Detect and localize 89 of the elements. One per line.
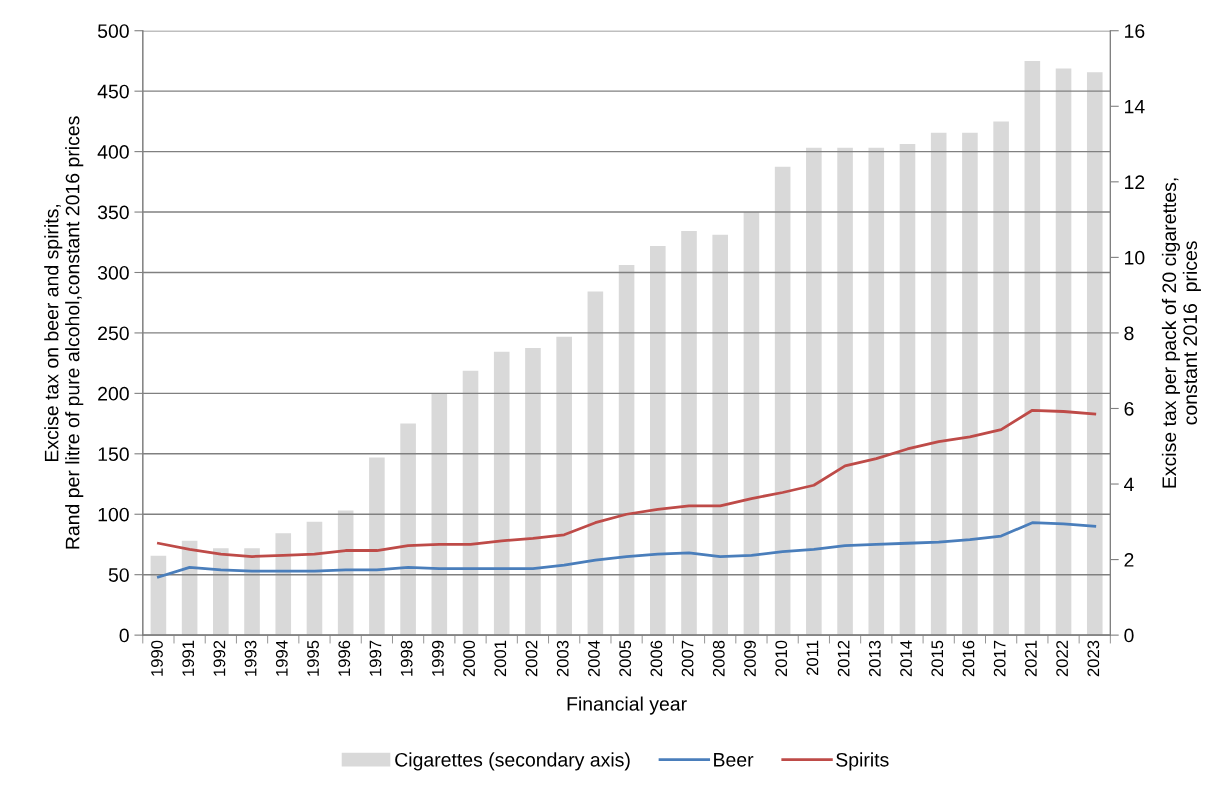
y-axis-title: Excise tax on beer and spirits, Rand per litre of pure alcohol,constant 2016 prices — [44, 116, 84, 549]
bar — [275, 533, 292, 636]
bar — [462, 370, 479, 636]
y2-tick-label: 16 — [1125, 24, 1145, 38]
x-tick-label: 2008 — [712, 640, 725, 677]
bar — [774, 166, 791, 636]
bar — [1086, 72, 1103, 636]
line-series — [157, 408, 1097, 558]
x-tick-label: 2013 — [868, 640, 881, 677]
y2-tick-label: 0 — [1124, 628, 1134, 643]
y-tick-label: 100 — [98, 507, 129, 522]
y2-tick-label: 8 — [1124, 326, 1134, 341]
bar — [1024, 60, 1041, 636]
bar — [369, 457, 385, 636]
y-tick-label: 250 — [98, 326, 129, 341]
x-tick-label: 2004 — [588, 640, 600, 677]
x-tick-label: 2006 — [650, 640, 663, 677]
x-tick-label: 2003 — [556, 640, 569, 677]
x-tick-label: 1990 — [151, 640, 163, 676]
bar — [493, 351, 510, 636]
bar — [525, 348, 541, 636]
x-tick-label: 1995 — [307, 640, 319, 676]
bar — [244, 548, 260, 636]
bar — [1055, 68, 1072, 636]
x-tick-label: 2014 — [900, 640, 912, 677]
x-tick-label: 2021 — [1025, 640, 1037, 677]
x-axis-title: Financial year — [567, 696, 687, 715]
y-tick-label: 400 — [97, 145, 129, 159]
bar — [587, 291, 604, 636]
bar — [806, 147, 822, 636]
bar — [431, 393, 448, 636]
x-tick-label: 2017 — [993, 640, 1006, 677]
bar — [337, 510, 354, 636]
x-tick-label: 1994 — [275, 640, 288, 676]
bar — [837, 147, 853, 636]
bar — [213, 548, 229, 636]
y-tick-label: 200 — [98, 386, 129, 401]
bar — [712, 234, 729, 636]
x-tick-label: 1997 — [369, 640, 382, 676]
x-tick-label: 2023 — [1087, 640, 1100, 677]
y-tick-label: 500 — [97, 24, 129, 38]
x-tick-label: 1992 — [213, 640, 226, 676]
y-tick-label: 350 — [97, 205, 129, 220]
x-tick-label: 2000 — [463, 640, 475, 677]
x-tick-label: 2010 — [775, 640, 788, 677]
x-tick-label: 1991 — [182, 640, 195, 676]
y2-tick-label: 4 — [1124, 477, 1134, 492]
legend-label: Spirits — [836, 752, 889, 771]
x-tick-label: 2002 — [525, 640, 538, 677]
x-tick-label: 2016 — [962, 640, 975, 677]
y2-tick-label: 14 — [1125, 99, 1145, 114]
line-series — [157, 521, 1097, 579]
bar — [930, 132, 947, 636]
x-tick-label: 2015 — [931, 640, 944, 677]
y-tick-label: 0 — [119, 628, 129, 643]
bar — [962, 132, 978, 636]
y2-axis-title: Excise tax per pack of 20 cigarettes, constant 2016 prices — [1161, 178, 1201, 488]
bar — [681, 230, 697, 636]
bar — [556, 336, 572, 636]
x-tick-label: 2007 — [681, 640, 694, 677]
legend-label: Beer — [714, 753, 754, 767]
x-tick-label: 2005 — [619, 640, 632, 677]
bar — [400, 423, 416, 636]
bar — [743, 212, 760, 636]
y2-tick-label: 2 — [1124, 553, 1134, 567]
bar — [306, 521, 323, 636]
x-tick-label: 1998 — [400, 640, 413, 676]
bar — [649, 246, 666, 636]
legend-label: Cigarettes (secondary axis) — [395, 752, 630, 771]
y2-tick-label: 10 — [1125, 250, 1145, 265]
bar — [993, 121, 1009, 636]
y-tick-label: 150 — [98, 447, 129, 462]
bar — [618, 264, 635, 636]
x-tick-label: 2022 — [1056, 640, 1069, 677]
x-tick-label: 2011 — [806, 640, 819, 675]
x-tick-label: 1993 — [244, 640, 257, 676]
x-tick-label: 1999 — [431, 640, 444, 676]
x-tick-label: 2012 — [837, 640, 850, 677]
bar — [150, 555, 167, 636]
y2-tick-label: 6 — [1124, 401, 1134, 416]
bar — [868, 147, 885, 636]
y-tick-label: 300 — [97, 265, 129, 280]
x-tick-label: 1996 — [338, 640, 351, 676]
y-tick-label: 450 — [97, 84, 129, 99]
bar — [899, 144, 916, 636]
x-tick-label: 2009 — [744, 640, 756, 677]
y-tick-label: 50 — [108, 568, 129, 582]
y2-tick-label: 12 — [1125, 175, 1145, 189]
x-tick-label: 2001 — [494, 640, 507, 677]
